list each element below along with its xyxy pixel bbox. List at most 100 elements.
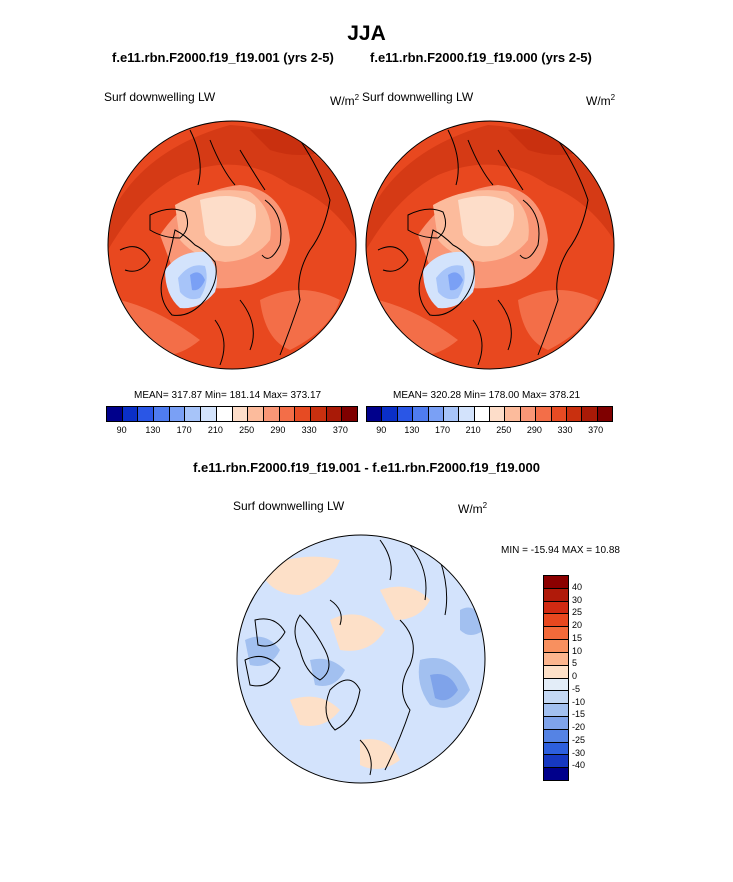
panel-1-colorbar-labels: 90 130 170 210 250 290 330 370 [106,425,356,437]
colorbar-tick-label: 290 [526,425,542,435]
colorbar-swatch [505,407,521,421]
difference-colorbar-labels: 40 30 25 20 15 10 5 0 -5 -10 -15 -20 -25 -30 -40 [572,575,612,779]
diff-colorbar-tick-label: -25 [572,734,586,745]
figure-title: JJA [347,22,386,45]
difference-unit: W/m2 [458,501,488,516]
panel-2-unit: W/m2 [586,93,616,108]
colorbar-swatch [582,407,598,421]
colorbar-swatch [216,407,233,421]
colorbar-swatch [248,407,264,421]
colorbar-swatch [154,407,170,421]
diff-colorbar-swatch [544,665,568,679]
colorbar-swatch [443,407,460,421]
diff-colorbar-swatch [544,704,568,717]
colorbar-swatch [295,407,311,421]
diff-colorbar-swatch [544,729,568,743]
colorbar-swatch [520,407,537,421]
diff-colorbar-swatch [544,755,568,769]
diff-colorbar-swatch [544,716,568,730]
panel-2-variable: Surf downwelling LW [362,90,474,104]
colorbar-swatch [107,407,123,421]
colorbar-swatch [122,407,139,421]
colorbar-swatch [474,407,490,421]
panel-2-stats: MEAN= 320.28 Min= 178.00 Max= 378.21 [393,390,581,401]
colorbar-tick-label: 370 [332,425,348,435]
panel-1-unit: W/m2 [330,93,360,108]
colorbar-swatch [459,407,475,421]
difference-title: f.e11.rbn.F2000.f19_f19.001 - f.e11.rbn.… [193,460,540,475]
colorbar-tick-label: 170 [176,425,192,435]
difference-colorbar [543,575,569,781]
diff-colorbar-swatch [544,678,568,692]
colorbar-swatch [566,407,583,421]
diff-colorbar-tick-label: 25 [572,607,583,618]
diff-colorbar-tick-label: -15 [572,709,586,720]
panel-1-stats: MEAN= 317.87 Min= 181.14 Max= 373.17 [134,390,322,401]
colorbar-swatch [263,407,280,421]
diff-colorbar-swatch [544,691,568,705]
colorbar-swatch [597,407,612,421]
colorbar-swatch [367,407,383,421]
diff-colorbar-swatch [544,768,568,780]
map-panel-1 [108,121,356,369]
panel-1-variable: Surf downwelling LW [104,90,216,104]
diff-colorbar-tick-label: -30 [572,747,586,758]
colorbar-swatch [536,407,552,421]
map-difference [237,535,485,783]
diff-colorbar-tick-label: 5 [572,658,578,669]
colorbar-swatch [490,407,506,421]
diff-colorbar-tick-label: -40 [572,760,586,771]
diff-colorbar-tick-label: -5 [572,683,581,694]
colorbar-tick-label: 90 [116,425,127,435]
diff-colorbar-swatch [544,627,568,641]
diff-colorbar-tick-label: 30 [572,594,583,605]
colorbar-swatch [551,407,567,421]
colorbar-swatch [279,407,296,421]
panel-2-colorbar [366,406,613,422]
colorbar-tick-label: 210 [207,425,223,435]
colorbar-tick-label: 370 [588,425,604,435]
diff-colorbar-swatch [544,576,568,589]
colorbar-swatch [413,407,429,421]
colorbar-tick-label: 250 [239,425,255,435]
colorbar-tick-label: 130 [404,425,420,435]
diff-colorbar-tick-label: 15 [572,632,583,643]
colorbar-tick-label: 330 [557,425,573,435]
colorbar-swatch [310,407,327,421]
diff-colorbar-swatch [544,601,568,615]
diff-colorbar-swatch [544,640,568,653]
colorbar-tick-label: 250 [496,425,512,435]
map-panel-2 [366,121,614,369]
difference-variable: Surf downwelling LW [233,499,345,513]
panel-1-case-title: f.e11.rbn.F2000.f19_f19.001 (yrs 2-5) [112,50,334,65]
colorbar-tick-label: 330 [301,425,317,435]
colorbar-tick-label: 210 [465,425,481,435]
diff-colorbar-swatch [544,588,568,602]
colorbar-swatch [185,407,202,421]
colorbar-swatch [382,407,398,421]
diff-colorbar-tick-label: 0 [572,671,578,681]
panel-1-colorbar [106,406,358,422]
difference-stats: MIN = -15.94 MAX = 10.88 [501,545,620,556]
diff-colorbar-swatch [544,652,568,666]
colorbar-swatch [342,407,357,421]
colorbar-tick-label: 130 [145,425,161,435]
colorbar-swatch [138,407,155,421]
diff-colorbar-tick-label: 10 [572,645,583,656]
diff-colorbar-tick-label: -10 [572,696,586,707]
colorbar-swatch [201,407,217,421]
colorbar-swatch [232,407,249,421]
diff-colorbar-tick-label: 20 [572,620,583,630]
colorbar-swatch [326,407,343,421]
panel-2-case-title: f.e11.rbn.F2000.f19_f19.000 (yrs 2-5) [370,50,592,65]
colorbar-tick-label: 90 [376,425,387,435]
colorbar-tick-label: 170 [435,425,451,435]
diff-colorbar-swatch [544,614,568,628]
colorbar-swatch [397,407,414,421]
colorbar-swatch [428,407,444,421]
diff-colorbar-swatch [544,742,568,756]
colorbar-swatch [169,407,186,421]
diff-colorbar-tick-label: 40 [572,581,583,592]
diff-colorbar-tick-label: -20 [572,722,586,732]
